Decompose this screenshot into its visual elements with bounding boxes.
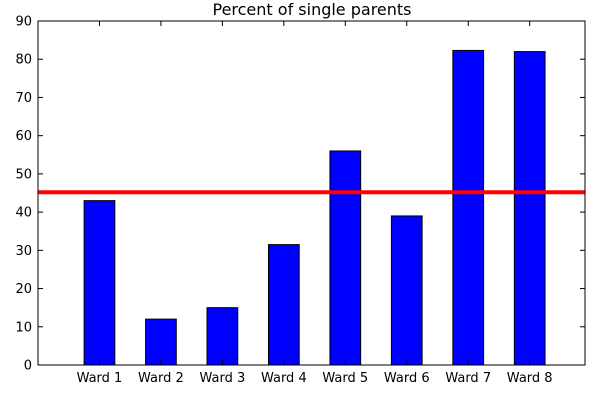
y-tick-label-6: 60	[15, 129, 32, 144]
bar-1	[83, 200, 116, 366]
x-tick-label-2: Ward 2	[138, 371, 184, 386]
y-tick-label-0: 0	[24, 359, 32, 374]
axes-layer: 0 10 20 30 40 50 60 70 80 90 Ward 1 Ward 2 Ward 3 War…	[15, 15, 586, 386]
x-tick-label-7: Ward 7	[445, 371, 491, 386]
x-tick-label-8: Ward 8	[507, 371, 553, 386]
x-tick-label-6: Ward 6	[384, 371, 430, 386]
y-tick-label-1: 10	[15, 320, 32, 335]
y-tick-label-4: 40	[15, 206, 32, 221]
y-tick-label-5: 50	[15, 167, 32, 182]
y-tick-label-8: 80	[15, 53, 32, 68]
bar-3	[206, 307, 239, 366]
bar-5	[329, 150, 362, 366]
bar-7	[452, 49, 485, 366]
x-tick-label-4: Ward 4	[261, 371, 307, 386]
x-tick-label-3: Ward 3	[199, 371, 245, 386]
bar-8	[513, 51, 546, 366]
x-tick-label-1: Ward 1	[77, 371, 123, 386]
bars-layer	[83, 49, 546, 366]
y-tick-label-9: 90	[15, 15, 32, 30]
bar-6	[390, 215, 423, 366]
bar-2	[145, 318, 177, 366]
plot-frame	[37, 20, 586, 366]
y-tick-label-2: 20	[15, 282, 32, 297]
chart-title: Percent of single parents	[212, 0, 411, 19]
bar-4	[267, 244, 300, 366]
y-tick-label-7: 70	[15, 91, 32, 106]
y-tick-label-3: 30	[15, 244, 32, 259]
x-tick-label-5: Ward 5	[322, 371, 368, 386]
